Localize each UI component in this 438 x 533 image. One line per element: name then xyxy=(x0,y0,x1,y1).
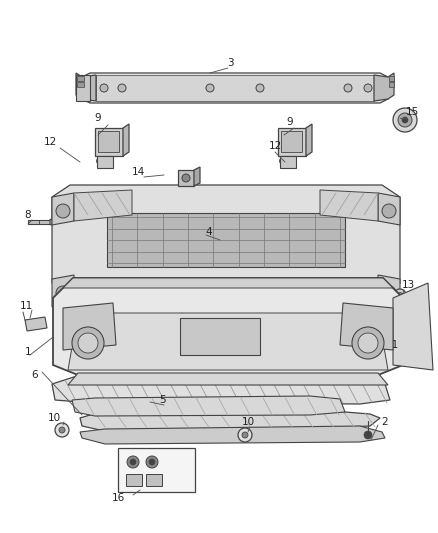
Text: 12: 12 xyxy=(268,141,282,151)
Circle shape xyxy=(96,157,103,165)
Circle shape xyxy=(146,456,158,468)
Polygon shape xyxy=(378,193,400,225)
Polygon shape xyxy=(77,76,84,81)
Circle shape xyxy=(382,204,396,218)
Circle shape xyxy=(72,327,104,359)
Polygon shape xyxy=(74,190,132,221)
Text: 11: 11 xyxy=(19,301,32,311)
Circle shape xyxy=(59,427,65,433)
Polygon shape xyxy=(52,275,74,307)
Polygon shape xyxy=(146,474,162,486)
Polygon shape xyxy=(77,82,84,87)
Text: 12: 12 xyxy=(43,137,57,147)
Circle shape xyxy=(55,423,69,437)
Text: 11: 11 xyxy=(385,340,399,350)
Circle shape xyxy=(364,431,372,439)
Polygon shape xyxy=(97,156,113,168)
Polygon shape xyxy=(76,75,90,101)
Polygon shape xyxy=(68,373,388,385)
Text: 8: 8 xyxy=(25,210,31,220)
Polygon shape xyxy=(53,278,403,375)
Text: 15: 15 xyxy=(406,107,419,117)
Circle shape xyxy=(206,84,214,92)
Text: 10: 10 xyxy=(241,417,254,427)
Polygon shape xyxy=(280,156,296,168)
Text: 16: 16 xyxy=(111,493,125,503)
Polygon shape xyxy=(393,283,433,370)
Text: 9: 9 xyxy=(95,113,101,123)
Circle shape xyxy=(149,459,155,465)
Circle shape xyxy=(398,113,412,127)
Polygon shape xyxy=(52,185,400,295)
Text: 1: 1 xyxy=(25,347,31,357)
Polygon shape xyxy=(126,474,142,486)
Text: 10: 10 xyxy=(47,413,60,423)
Circle shape xyxy=(393,108,417,132)
Polygon shape xyxy=(389,82,394,87)
Polygon shape xyxy=(378,275,400,307)
Polygon shape xyxy=(82,73,388,103)
Circle shape xyxy=(364,84,372,92)
Polygon shape xyxy=(118,448,195,492)
Text: 2: 2 xyxy=(381,417,389,427)
Polygon shape xyxy=(52,193,74,225)
Polygon shape xyxy=(180,318,260,355)
Polygon shape xyxy=(320,190,378,221)
Polygon shape xyxy=(80,426,385,444)
Polygon shape xyxy=(340,303,393,350)
Polygon shape xyxy=(80,410,380,430)
Circle shape xyxy=(344,84,352,92)
Polygon shape xyxy=(63,278,393,288)
Circle shape xyxy=(402,117,408,123)
Circle shape xyxy=(100,84,108,92)
Circle shape xyxy=(256,84,264,92)
Circle shape xyxy=(56,204,70,218)
Circle shape xyxy=(238,428,252,442)
Text: 9: 9 xyxy=(287,117,293,127)
Circle shape xyxy=(352,327,384,359)
Polygon shape xyxy=(76,73,96,101)
Polygon shape xyxy=(72,396,345,416)
Polygon shape xyxy=(374,73,394,101)
Polygon shape xyxy=(25,317,47,331)
Circle shape xyxy=(398,293,403,297)
Circle shape xyxy=(56,286,70,300)
Polygon shape xyxy=(123,124,129,156)
Circle shape xyxy=(182,174,190,182)
Polygon shape xyxy=(52,375,390,404)
Text: 4: 4 xyxy=(206,227,212,237)
Polygon shape xyxy=(68,313,388,370)
Polygon shape xyxy=(50,219,56,225)
Polygon shape xyxy=(96,75,374,101)
Polygon shape xyxy=(281,131,302,152)
Polygon shape xyxy=(278,128,306,156)
Circle shape xyxy=(382,286,396,300)
Circle shape xyxy=(78,333,98,353)
Polygon shape xyxy=(389,76,394,81)
Circle shape xyxy=(394,289,406,301)
Polygon shape xyxy=(63,303,116,350)
Polygon shape xyxy=(382,353,404,367)
Polygon shape xyxy=(95,128,123,156)
Circle shape xyxy=(279,157,286,165)
Text: 3: 3 xyxy=(227,58,233,68)
Polygon shape xyxy=(178,170,194,186)
Polygon shape xyxy=(107,213,345,267)
Polygon shape xyxy=(194,167,200,186)
Text: 13: 13 xyxy=(401,280,415,290)
Circle shape xyxy=(242,432,248,438)
Text: 6: 6 xyxy=(32,370,38,380)
Polygon shape xyxy=(98,131,119,152)
Polygon shape xyxy=(306,124,312,156)
Circle shape xyxy=(127,456,139,468)
Text: 5: 5 xyxy=(160,395,166,405)
Circle shape xyxy=(358,333,378,353)
Circle shape xyxy=(118,84,126,92)
Circle shape xyxy=(130,459,136,465)
Polygon shape xyxy=(28,220,50,224)
Text: 14: 14 xyxy=(131,167,145,177)
